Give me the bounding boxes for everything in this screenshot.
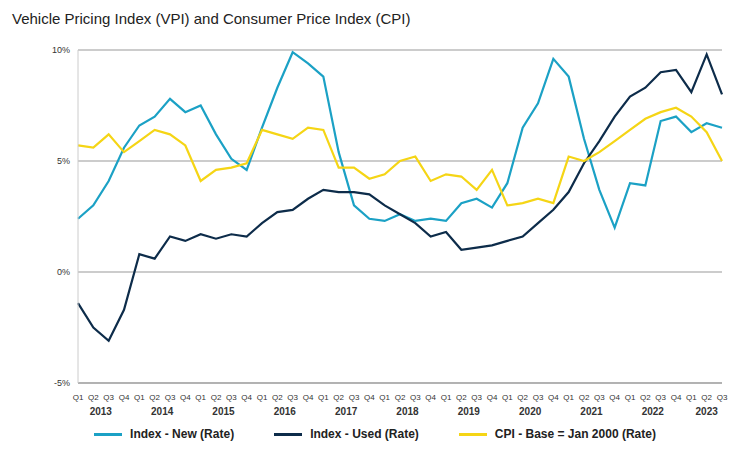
svg-text:Q3: Q3 [165, 393, 176, 402]
svg-text:Q4: Q4 [119, 393, 130, 402]
svg-text:Q1: Q1 [563, 393, 574, 402]
svg-text:2013: 2013 [90, 406, 113, 417]
svg-text:Q1: Q1 [686, 393, 697, 402]
svg-text:2021: 2021 [580, 406, 603, 417]
svg-text:Q3: Q3 [594, 393, 605, 402]
svg-text:Q3: Q3 [226, 393, 237, 402]
svg-text:Q4: Q4 [180, 393, 191, 402]
svg-text:Q3: Q3 [717, 393, 728, 402]
svg-text:Q2: Q2 [456, 393, 467, 402]
svg-text:Q4: Q4 [425, 393, 436, 402]
svg-text:Q3: Q3 [655, 393, 666, 402]
svg-text:Q2: Q2 [88, 393, 99, 402]
html-text:CPI - Base = Jan 2000 (Rate): CPI - Base = Jan 2000 (Rate) [494, 427, 656, 441]
svg-text:Q2: Q2 [272, 393, 283, 402]
svg-text:Q1: Q1 [441, 393, 452, 402]
svg-text:5%: 5% [57, 156, 70, 166]
svg-text:Q2: Q2 [395, 393, 406, 402]
svg-text:-5%: -5% [54, 378, 70, 388]
svg-text:Q3: Q3 [533, 393, 544, 402]
svg-text:Q1: Q1 [379, 393, 390, 402]
svg-text:Q2: Q2 [149, 393, 160, 402]
html-text:Index - Used (Rate): Index - Used (Rate) [310, 427, 419, 441]
svg-text:Q1: Q1 [134, 393, 145, 402]
svg-text:2017: 2017 [335, 406, 358, 417]
svg-text:Q1: Q1 [257, 393, 268, 402]
svg-text:Q2: Q2 [517, 393, 528, 402]
svg-text:Q3: Q3 [287, 393, 298, 402]
svg-text:Q2: Q2 [579, 393, 590, 402]
svg-text:Q3: Q3 [349, 393, 360, 402]
svg-text:Q1: Q1 [195, 393, 206, 402]
svg-text:0%: 0% [57, 267, 70, 277]
svg-text:2016: 2016 [274, 406, 297, 417]
svg-text:Q4: Q4 [609, 393, 620, 402]
svg-text:2018: 2018 [396, 406, 419, 417]
svg-text:Q3: Q3 [103, 393, 114, 402]
svg-text:2015: 2015 [212, 406, 235, 417]
svg-text:Q4: Q4 [364, 393, 375, 402]
svg-text:2022: 2022 [642, 406, 665, 417]
svg-text:Q1: Q1 [73, 393, 84, 402]
svg-text:Q1: Q1 [625, 393, 636, 402]
svg-text:Q2: Q2 [333, 393, 344, 402]
svg-text:Q1: Q1 [318, 393, 329, 402]
svg-text:Q4: Q4 [241, 393, 252, 402]
svg-text:2020: 2020 [519, 406, 542, 417]
svg-text:Q4: Q4 [671, 393, 682, 402]
svg-text:Q3: Q3 [471, 393, 482, 402]
svg-text:2019: 2019 [458, 406, 481, 417]
svg-text:2023: 2023 [696, 406, 719, 417]
svg-text:Q3: Q3 [410, 393, 421, 402]
svg-text:Q4: Q4 [548, 393, 559, 402]
svg-text:Q2: Q2 [701, 393, 712, 402]
svg-text:10%: 10% [52, 45, 70, 55]
svg-text:2014: 2014 [151, 406, 174, 417]
svg-text:Q2: Q2 [640, 393, 651, 402]
svg-text:Q4: Q4 [303, 393, 314, 402]
html-text:Vehicle Pricing Index (VPI) an: Vehicle Pricing Index (VPI) and Consumer… [12, 10, 411, 27]
svg-text:Q2: Q2 [211, 393, 222, 402]
svg-text:Q1: Q1 [502, 393, 513, 402]
html-text:Index - New (Rate): Index - New (Rate) [130, 427, 235, 441]
svg-text:Q4: Q4 [487, 393, 498, 402]
